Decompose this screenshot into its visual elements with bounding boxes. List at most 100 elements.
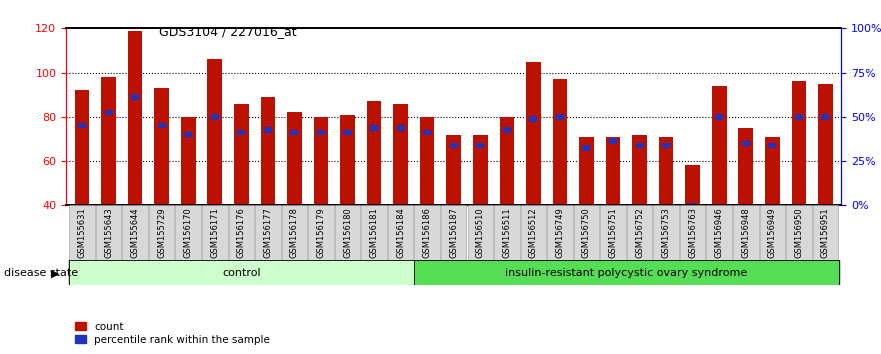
FancyBboxPatch shape [308,205,334,260]
Bar [423,130,431,135]
Bar [447,135,461,205]
FancyBboxPatch shape [812,205,838,260]
Bar [821,114,829,120]
FancyBboxPatch shape [626,205,652,260]
Text: GSM156512: GSM156512 [529,207,538,258]
FancyBboxPatch shape [707,205,732,260]
Bar [128,30,143,205]
Bar [340,115,355,205]
FancyBboxPatch shape [96,205,122,260]
FancyBboxPatch shape [441,205,466,260]
FancyBboxPatch shape [282,205,307,260]
Bar [75,90,89,205]
Text: GSM156751: GSM156751 [609,207,618,258]
FancyBboxPatch shape [654,205,679,260]
FancyBboxPatch shape [759,205,785,260]
FancyBboxPatch shape [388,205,413,260]
Bar [712,86,727,205]
Text: GSM156170: GSM156170 [184,207,193,258]
Bar [473,135,487,205]
Bar [211,114,218,120]
Bar [449,143,458,148]
Text: GSM156171: GSM156171 [211,207,219,258]
Text: GSM156763: GSM156763 [688,207,697,258]
Text: GSM156948: GSM156948 [741,207,751,258]
FancyBboxPatch shape [202,205,227,260]
Bar [685,166,700,205]
Bar [344,130,352,135]
Bar [78,123,86,129]
Text: GSM156510: GSM156510 [476,207,485,258]
Text: GSM155729: GSM155729 [157,207,167,258]
Bar [181,117,196,205]
Text: GSM156511: GSM156511 [502,207,511,258]
FancyBboxPatch shape [228,205,254,260]
Bar [609,138,617,144]
Text: GSM156176: GSM156176 [237,207,246,258]
Text: GSM155643: GSM155643 [104,207,113,258]
Text: insulin-resistant polycystic ovary syndrome: insulin-resistant polycystic ovary syndr… [505,268,747,278]
Bar [635,143,644,148]
Bar [234,104,248,205]
Bar [207,59,222,205]
Bar [742,141,750,146]
FancyBboxPatch shape [149,205,174,260]
FancyBboxPatch shape [600,205,626,260]
Text: GSM156184: GSM156184 [396,207,405,258]
Bar [795,114,803,120]
Legend: count, percentile rank within the sample: count, percentile rank within the sample [71,317,274,349]
Bar [526,62,541,205]
Bar [477,143,485,148]
Bar [263,127,272,133]
Text: GSM156749: GSM156749 [555,207,565,258]
Bar [131,94,139,100]
Bar [663,143,670,148]
Bar [420,117,434,205]
FancyBboxPatch shape [122,205,148,260]
Bar [500,117,515,205]
Bar [582,145,590,150]
Text: GSM156951: GSM156951 [821,207,830,258]
Bar [101,77,116,205]
FancyBboxPatch shape [547,205,573,260]
Text: GSM156181: GSM156181 [369,207,379,258]
Bar [314,117,329,205]
FancyBboxPatch shape [255,205,281,260]
Text: GSM156753: GSM156753 [662,207,670,258]
Bar [552,79,567,205]
Bar [818,84,833,205]
Bar [659,137,673,205]
FancyBboxPatch shape [414,260,839,285]
Bar [261,97,275,205]
Bar [154,88,169,205]
Bar [556,114,564,120]
Bar [791,81,806,205]
Bar [606,137,620,205]
Bar [184,132,192,137]
Bar [158,123,166,129]
Bar [738,128,753,205]
Text: ▶: ▶ [51,268,60,278]
FancyBboxPatch shape [733,205,759,260]
FancyBboxPatch shape [414,205,440,260]
Bar [396,125,404,131]
Text: GSM156946: GSM156946 [714,207,723,258]
Text: GSM155631: GSM155631 [78,207,86,258]
FancyBboxPatch shape [680,205,706,260]
Text: GSM156950: GSM156950 [795,207,803,258]
FancyBboxPatch shape [335,205,360,260]
FancyBboxPatch shape [574,205,599,260]
FancyBboxPatch shape [69,260,414,285]
Bar [393,104,408,205]
FancyBboxPatch shape [786,205,811,260]
Text: GSM156177: GSM156177 [263,207,272,258]
Text: GSM156178: GSM156178 [290,207,299,258]
Text: control: control [222,268,261,278]
Bar [370,125,378,131]
FancyBboxPatch shape [70,205,95,260]
Bar [633,135,647,205]
Text: GSM155644: GSM155644 [130,207,139,258]
Text: GSM156179: GSM156179 [316,207,325,258]
FancyBboxPatch shape [361,205,387,260]
Text: GSM156180: GSM156180 [343,207,352,258]
